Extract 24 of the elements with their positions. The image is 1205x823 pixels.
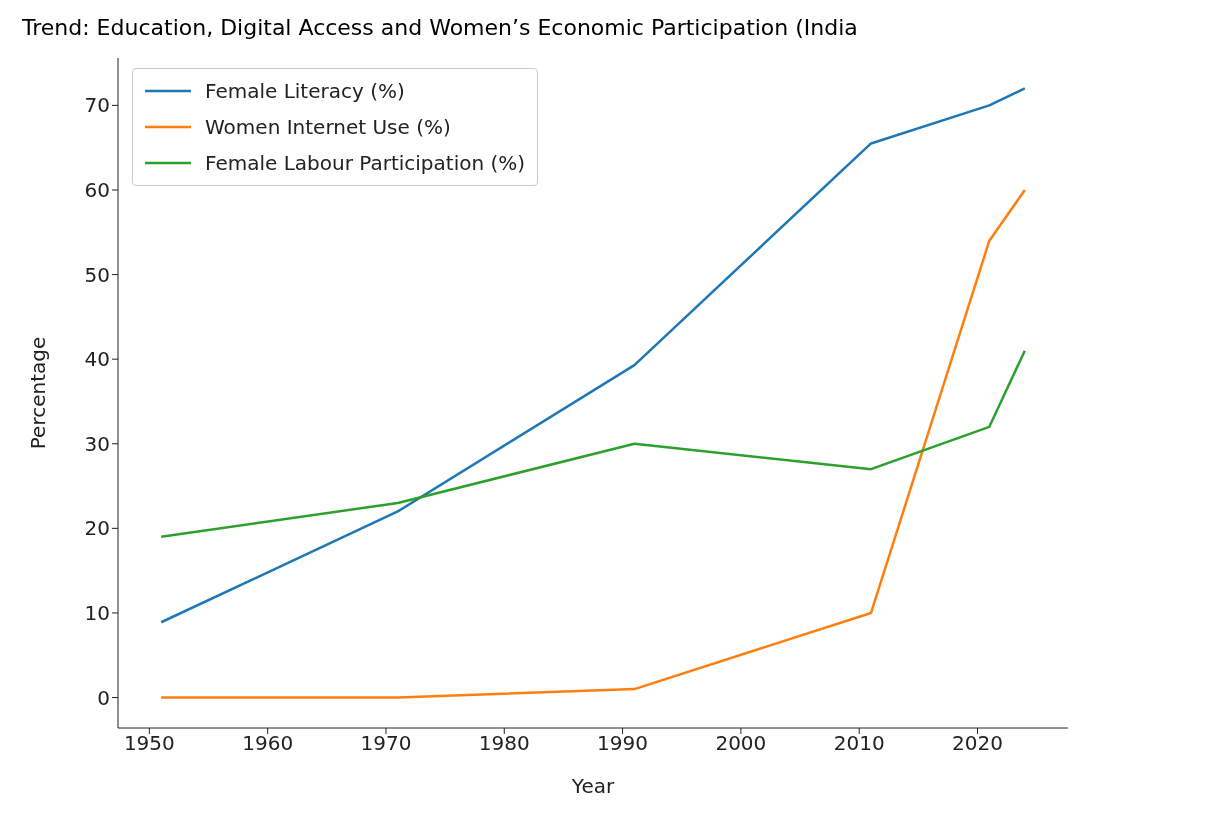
y-tick-label: 60	[84, 178, 110, 203]
y-tick-label: 10	[84, 601, 110, 626]
y-tick-label: 40	[84, 347, 110, 372]
y-tick-label: 50	[84, 262, 110, 287]
legend-label: Women Internet Use (%)	[205, 115, 451, 139]
y-tick-label: 20	[84, 516, 110, 541]
line-series	[159, 188, 1027, 699]
y-tick-label: 30	[84, 431, 110, 456]
y-tick-label: 0	[97, 685, 110, 710]
x-tick-label: 1980	[478, 731, 530, 756]
x-tick-label: 1960	[242, 731, 294, 756]
y-axis-title: Percentage	[26, 336, 51, 450]
x-tick-label: 1990	[597, 731, 649, 756]
chart-title: Trend: Education, Digital Access and Women’s Economic Participation (India	[21, 14, 859, 42]
x-tick-label: 2000	[715, 731, 767, 756]
x-tick-label: 1950	[123, 731, 175, 756]
legend-label: Female Labour Participation (%)	[205, 151, 526, 175]
line-series	[159, 349, 1027, 539]
y-tick-label: 70	[84, 93, 110, 118]
x-tick-label: 2020	[952, 731, 1003, 756]
x-tick-label: 2010	[833, 731, 885, 756]
legend-label: Female Literacy (%)	[205, 79, 405, 103]
x-tick-label: 1970	[360, 731, 412, 756]
x-axis-title: Year	[570, 774, 615, 798]
